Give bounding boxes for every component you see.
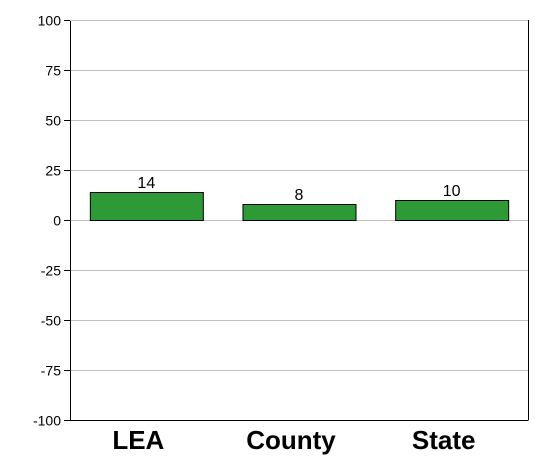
axes — [70, 20, 529, 421]
y-tick-label: -25 — [41, 263, 61, 279]
y-tick-label: 75 — [45, 63, 61, 79]
x-tick-label-lea: LEA — [112, 425, 164, 455]
y-tick-label: -100 — [33, 413, 61, 429]
data-label-state: 10 — [443, 183, 461, 200]
x-tick-label-state: State — [412, 425, 476, 455]
bar-lea — [89, 192, 204, 221]
y-tick-label: -75 — [41, 363, 61, 379]
y-tick-label: 50 — [45, 113, 61, 129]
x-axis-ticks: LEA County State — [112, 425, 475, 455]
y-tick-label: -50 — [41, 313, 61, 329]
y-tick-label: 25 — [45, 163, 61, 179]
bar-county — [242, 204, 357, 221]
data-label-county: 8 — [295, 187, 304, 204]
bar-state — [395, 200, 510, 221]
data-label-lea: 14 — [137, 175, 155, 192]
y-axis-ticks: 100 75 50 25 0 -25 -50 -75 -100 — [33, 13, 70, 429]
y-tick-label: 100 — [38, 13, 62, 29]
x-tick-label-county: County — [246, 425, 336, 455]
y-tick-label: 0 — [53, 213, 61, 229]
bars — [89, 192, 510, 221]
data-labels: 14 8 10 — [137, 175, 460, 204]
